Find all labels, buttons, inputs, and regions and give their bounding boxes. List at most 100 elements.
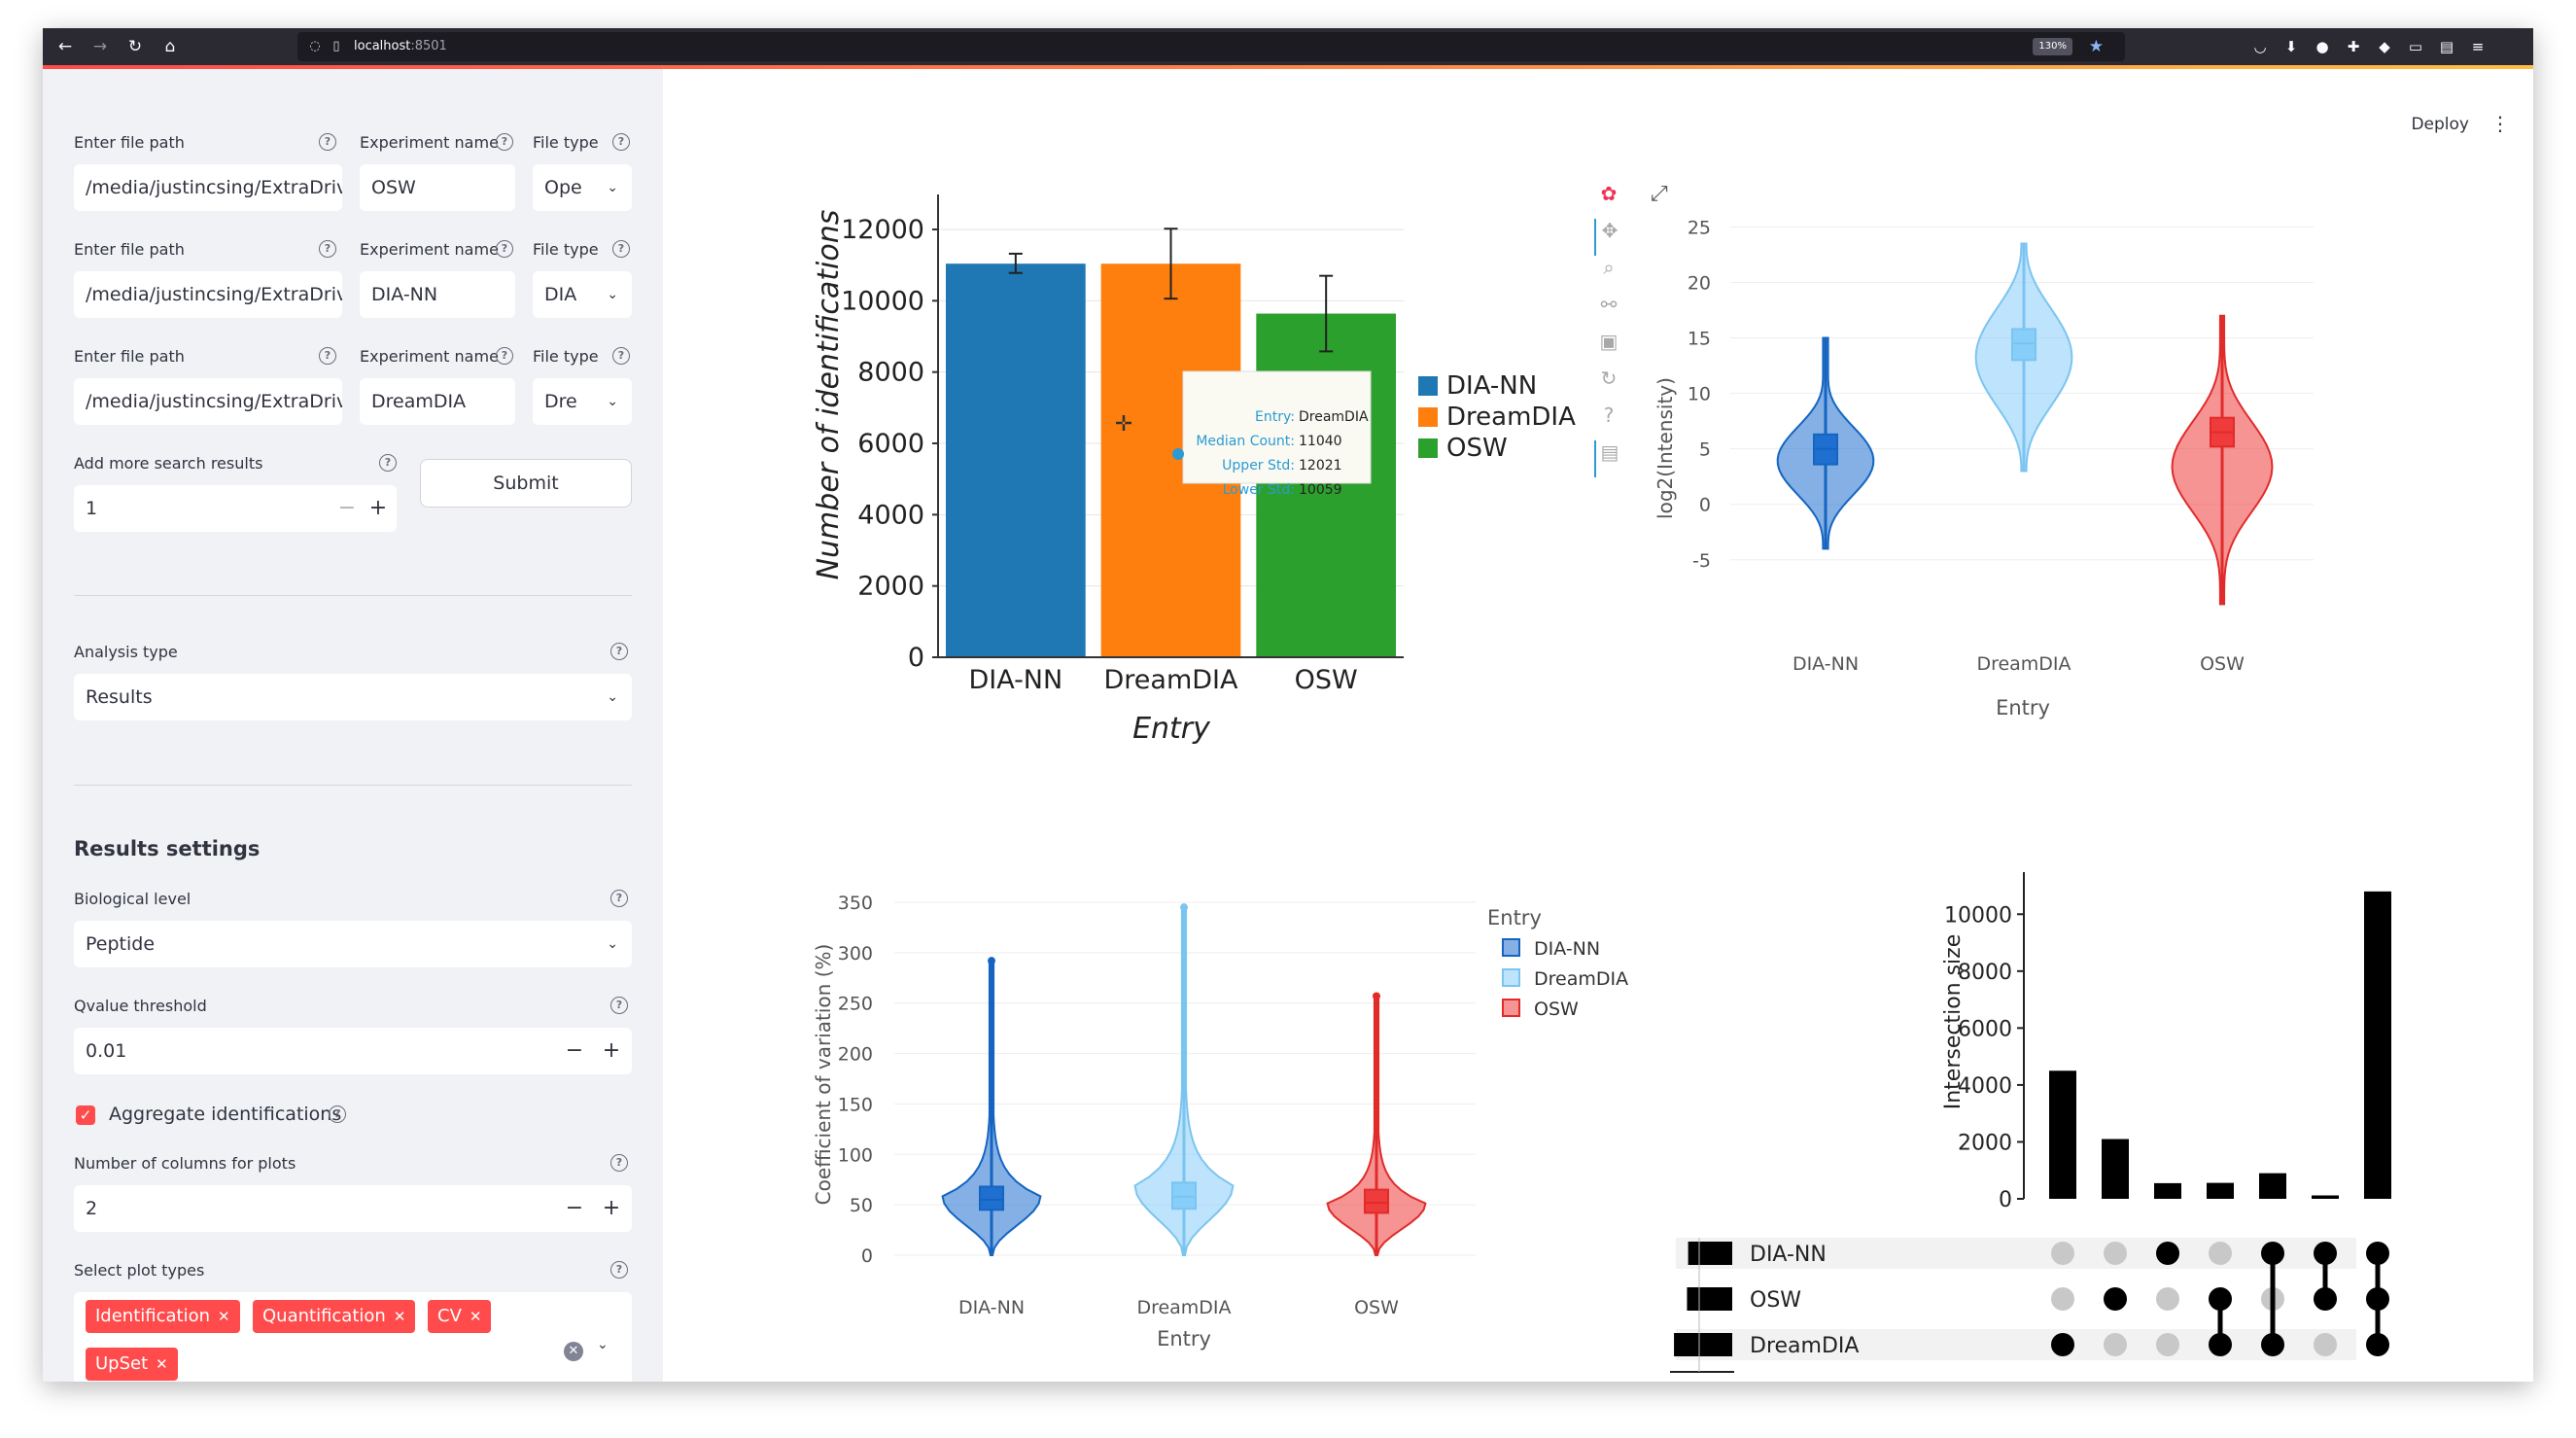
reset-icon[interactable]: ↻: [1600, 367, 1618, 390]
help-icon[interactable]: ?: [329, 1105, 346, 1123]
axes: 0 2000 4000 6000 8000 10000 12000 DIA-NN DreamDI…: [841, 194, 1404, 695]
account-icon[interactable]: ●: [2315, 38, 2329, 55]
plotly-logo-icon[interactable]: ✿: [1600, 182, 1618, 205]
compare-icon[interactable]: ⚯: [1600, 293, 1618, 316]
help-icon[interactable]: ?: [319, 133, 336, 151]
file-type-value: Ope: [544, 177, 582, 198]
tag-identification[interactable]: Identification ✕: [86, 1300, 240, 1333]
file-path-label: Enter file path: [74, 347, 185, 366]
tag-upset[interactable]: UpSet ✕: [86, 1348, 178, 1381]
increment-button[interactable]: +: [368, 496, 388, 520]
help-icon[interactable]: ?: [610, 1261, 628, 1279]
set-size-bar: [1674, 1333, 1732, 1356]
y-tick-label: 0: [1699, 495, 1711, 516]
sidebar-icon[interactable]: ▤: [2439, 38, 2454, 55]
y-tick-label: 2000: [857, 572, 924, 602]
qvalue-stepper[interactable]: 0.01 − +: [74, 1028, 632, 1074]
help-icon[interactable]: ?: [496, 240, 513, 258]
help-icon[interactable]: ?: [496, 133, 513, 151]
biological-level-select[interactable]: Peptide ⌄: [74, 921, 632, 967]
help-icon[interactable]: ?: [610, 890, 628, 907]
pan-icon[interactable]: ✥: [1594, 219, 1623, 256]
tag-quantification[interactable]: Quantification ✕: [253, 1300, 416, 1333]
increment-button[interactable]: +: [602, 1196, 621, 1220]
forward-icon[interactable]: →: [92, 37, 108, 56]
deploy-button[interactable]: Deploy: [2411, 115, 2469, 134]
shield-icon[interactable]: ◌: [309, 39, 321, 53]
help-icon[interactable]: ?: [610, 643, 628, 660]
file-type-label: File type: [533, 133, 599, 152]
help-icon[interactable]: ?: [610, 997, 628, 1014]
experiment-name-label: Experiment name: [360, 240, 499, 259]
add-more-stepper[interactable]: 1 − +: [74, 485, 397, 532]
y-tick-label: 0: [861, 1245, 873, 1267]
y-tick-label: -5: [1692, 550, 1711, 572]
y-tick-label: 12000: [841, 215, 924, 245]
page-icon[interactable]: ▯: [332, 39, 340, 53]
help-icon[interactable]: ?: [319, 347, 336, 365]
help-icon[interactable]: ?: [610, 1154, 628, 1172]
file-type-select[interactable]: DIA ⌄: [533, 271, 632, 318]
back-icon[interactable]: ←: [57, 37, 73, 56]
y-axis-title: Intersection size: [1941, 934, 1966, 1110]
aggregate-checkbox[interactable]: ✓: [76, 1105, 95, 1125]
y-tick-label: 5: [1699, 439, 1711, 461]
tag-cv[interactable]: CV ✕: [428, 1300, 492, 1333]
legend-swatch: [1418, 407, 1438, 427]
hover-toggle-icon[interactable]: ▤: [1594, 440, 1623, 477]
close-icon[interactable]: ✕: [156, 1355, 168, 1373]
experiment-name-input[interactable]: DreamDIA: [360, 378, 515, 425]
tooltip-lower-label: Lower Std:: [1223, 482, 1295, 498]
url-bar[interactable]: ◌ ▯ localhost:8501 130% ★: [297, 32, 2125, 61]
biological-level-value: Peptide: [86, 933, 156, 955]
reload-icon[interactable]: ↻: [127, 37, 143, 56]
increment-button[interactable]: +: [602, 1038, 621, 1063]
home-icon[interactable]: ⌂: [164, 37, 176, 56]
close-icon[interactable]: ✕: [218, 1308, 230, 1325]
zoom-level[interactable]: 130%: [2033, 38, 2072, 55]
reader-icon[interactable]: ▭: [2408, 38, 2423, 55]
help-icon[interactable]: ?: [1603, 403, 1615, 427]
more-menu-icon[interactable]: ⋮: [2490, 112, 2510, 135]
pocket-icon[interactable]: ◡: [2253, 38, 2267, 55]
extension-blue-icon[interactable]: ◆: [2379, 38, 2390, 55]
intersection-bars: [2049, 891, 2391, 1199]
membership-matrix: [2051, 1242, 2389, 1356]
help-icon[interactable]: ?: [612, 240, 630, 258]
y-tick-label: 4000: [1958, 1074, 2012, 1099]
extensions-icon[interactable]: ✚: [2347, 38, 2360, 55]
file-path-input[interactable]: /media/justincsing/ExtraDriv: [74, 271, 342, 318]
app-menu-icon[interactable]: ≡: [2471, 38, 2485, 55]
save-icon[interactable]: ▣: [1599, 330, 1619, 353]
submit-button[interactable]: Submit: [420, 459, 632, 508]
zoom-icon[interactable]: ⌕: [1603, 256, 1615, 279]
violin-box: [979, 1185, 1004, 1211]
url-text[interactable]: localhost:8501: [354, 32, 447, 61]
expand-icon[interactable]: ⤢: [1651, 182, 1668, 206]
file-type-select[interactable]: Ope ⌄: [533, 164, 632, 211]
close-icon[interactable]: ✕: [469, 1308, 482, 1325]
decrement-button[interactable]: −: [565, 1038, 584, 1063]
experiment-name-input[interactable]: OSW: [360, 164, 515, 211]
help-icon[interactable]: ?: [496, 347, 513, 365]
analysis-type-select[interactable]: Results ⌄: [74, 674, 632, 720]
y-tick-label: 0: [1999, 1188, 2012, 1212]
close-icon[interactable]: ✕: [393, 1308, 406, 1325]
help-icon[interactable]: ?: [612, 133, 630, 151]
chevron-down-icon[interactable]: ⌄: [597, 1337, 609, 1352]
download-icon[interactable]: ⬇: [2284, 38, 2298, 55]
file-type-select[interactable]: Dre ⌄: [533, 378, 632, 425]
matrix-dot: [2104, 1242, 2127, 1265]
help-icon[interactable]: ?: [379, 454, 397, 472]
decrement-button[interactable]: −: [337, 496, 357, 520]
help-icon[interactable]: ?: [319, 240, 336, 258]
help-icon[interactable]: ?: [612, 347, 630, 365]
tooltip-upper: 12021: [1299, 458, 1342, 473]
file-path-input[interactable]: /media/justincsing/ExtraDriv: [74, 378, 342, 425]
clear-all-icon[interactable]: ✕: [564, 1342, 583, 1361]
decrement-button[interactable]: −: [565, 1196, 584, 1220]
bookmark-star-icon[interactable]: ★: [2088, 37, 2104, 56]
num-columns-stepper[interactable]: 2 − +: [74, 1185, 632, 1232]
file-path-input[interactable]: /media/justincsing/ExtraDriv: [74, 164, 342, 211]
experiment-name-input[interactable]: DIA-NN: [360, 271, 515, 318]
